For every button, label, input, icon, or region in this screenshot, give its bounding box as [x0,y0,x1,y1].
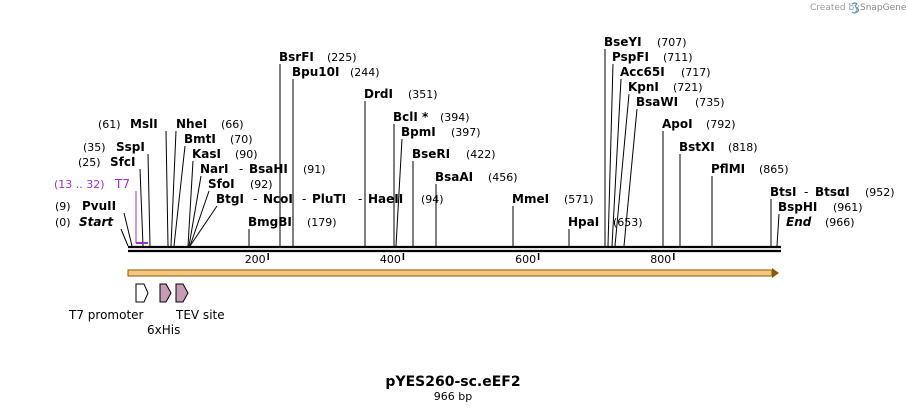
site-label-bsphi: BspHI [778,200,817,214]
site-label-pluti: PluTI [312,192,346,206]
site-label-drdi: DrdI [364,87,393,101]
site-label-nari: NarI [200,162,229,176]
site-label-bpu10i: Bpu10I [292,65,339,79]
pos-label: (735) [695,96,725,109]
feature-label-t7-promoter: T7 promoter [68,308,144,322]
ruler-label: 200 [245,253,266,266]
ruler: 200 400 600 800 [245,253,675,266]
snapgene-logo-icon [851,2,860,14]
pos-label: (92) [250,178,273,191]
site-label-bstxi: BstXI [679,140,715,154]
site-label-pvuii: PvuII [82,199,116,213]
site-label-bsahi: BsaHI [249,162,288,176]
site-label-mmei: MmeI [512,192,549,206]
backbone [128,245,781,253]
pos-label: (225) [327,51,357,64]
pos-label: (394) [440,111,470,124]
svg-text:-: - [253,192,257,206]
credit-brand: SnapGene [860,3,907,13]
feature-label-tev-site: TEV site [175,308,225,322]
feature-tev-site[interactable] [175,283,189,303]
pos-label: (711) [663,51,693,64]
site-label-kpni: KpnI [628,80,659,94]
site-label-bsaai: BsaAI [435,170,473,184]
site-label-bseyi: BseYI [604,35,642,49]
site-label-sfci: SfcI [110,155,135,169]
pos-label: (91) [303,163,326,176]
svg-text:-: - [239,162,243,176]
site-label-bmgbi: BmgBI [248,215,292,229]
site-label-nhei: NheI [176,117,207,131]
pos-label: (721) [673,81,703,94]
ruler-label: 400 [380,253,401,266]
site-label-bsawi: BsaWI [636,95,678,109]
site-label-bpmi: BpmI [401,125,436,139]
pos-label: (0) [55,216,71,229]
pos-label: (35) [83,141,106,154]
pos-label: (70) [230,133,253,146]
site-label-end: End [786,215,812,229]
site-label-btsi: BtsI [770,185,797,199]
ruler-label: 800 [650,253,671,266]
site-label-pflmi: PflMI [711,162,745,176]
pos-label: (966) [825,216,855,229]
feature-6xhis[interactable] [159,283,172,303]
credit-prefix: Created by [810,3,860,13]
site-labels: (0) Start (9) PvuII (13 .. 32) T7 (25) S… [54,35,895,229]
ruler-label: 600 [515,253,536,266]
site-label-bseri: BseRI [412,147,450,161]
pos-label: (653) [613,216,643,229]
site-label-kasi: KasI [192,147,221,161]
site-label-bcli: BclI * [393,110,429,124]
pos-label: (952) [865,186,895,199]
pos-label: (571) [564,193,594,206]
pos-label: (707) [657,36,687,49]
site-label-hpai: HpaI [568,215,599,229]
site-label-apoi: ApoI [662,117,693,131]
site-label-acc65i: Acc65I [620,65,665,79]
site-label-ncoi: NcoI [263,192,293,206]
pos-label: (422) [466,148,496,161]
primer-pos-label: (13 .. 32) [54,178,105,191]
site-label-bsrfi: BsrFI [279,50,314,64]
pos-label: (717) [681,66,711,79]
site-label-btsai: BtsαI [815,185,850,199]
pos-label: (179) [307,216,337,229]
feature-t7-promoter[interactable] [135,283,149,303]
pos-label: (25) [78,156,101,169]
pos-label: (351) [408,88,438,101]
site-label-sfoi: SfoI [208,177,235,191]
svg-text:-: - [804,185,808,199]
svg-text:-: - [302,192,306,206]
site-label-msli: MslI [130,117,158,131]
pos-label: (865) [759,163,789,176]
pos-label: (90) [235,148,258,161]
site-label-btgi: BtgI [216,192,244,206]
site-label-bmti: BmtI [184,132,216,146]
pos-label: (397) [451,126,481,139]
primer-label-t7: T7 [114,177,130,191]
pos-label: (66) [221,118,244,131]
pos-label: (94) [421,193,444,206]
orf-arrow[interactable] [127,268,779,278]
site-label-pspfi: PspFI [612,50,649,64]
site-label-sspi: SspI [116,140,145,154]
pos-label: (61) [98,118,121,131]
site-label-start: Start [79,215,114,229]
svg-text:-: - [358,192,362,206]
pos-label: (961) [833,201,863,214]
pos-label: (9) [55,200,71,213]
sequence-length: 966 bp [434,390,472,403]
pos-label: (456) [488,171,518,184]
feature-label-6xhis: 6xHis [147,323,180,337]
pos-label: (244) [350,66,380,79]
pos-label: (792) [706,118,736,131]
map-title: pYES260-sc.eEF2 [385,374,520,390]
pos-label: (818) [728,141,758,154]
site-leader-lines [120,49,780,247]
